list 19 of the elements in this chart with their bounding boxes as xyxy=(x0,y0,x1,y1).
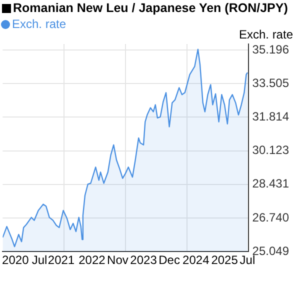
y-tick-label: 28.431 xyxy=(252,176,290,191)
y-tick-label: 25.049 xyxy=(252,244,290,258)
x-tick-label: 2022 xyxy=(78,253,106,268)
y-tick-label: 33.505 xyxy=(252,76,290,90)
y-tick-label: 31.814 xyxy=(252,110,290,124)
x-tick-label: 2025 xyxy=(211,253,238,268)
x-tick-label: 2023 xyxy=(130,253,158,268)
y-tick-label: 30.123 xyxy=(252,143,290,158)
y-tick-label: 35.196 xyxy=(252,42,290,56)
y-tick-label: 26.740 xyxy=(252,210,290,224)
x-tick-label: Dec xyxy=(158,253,180,268)
chart-title: Romanian New Leu / Japanese Yen (RON/JPY) xyxy=(13,1,288,15)
x-tick-label: Nov xyxy=(107,253,128,268)
legend-label: Exch. rate xyxy=(12,17,66,31)
x-tick-label: 2021 xyxy=(48,253,75,268)
x-tick-label: 2024 xyxy=(182,253,210,268)
x-tick-label: Jul xyxy=(32,253,48,268)
y-axis-title: Exch. rate xyxy=(238,27,294,42)
x-tick-label: 2020 xyxy=(2,253,30,268)
